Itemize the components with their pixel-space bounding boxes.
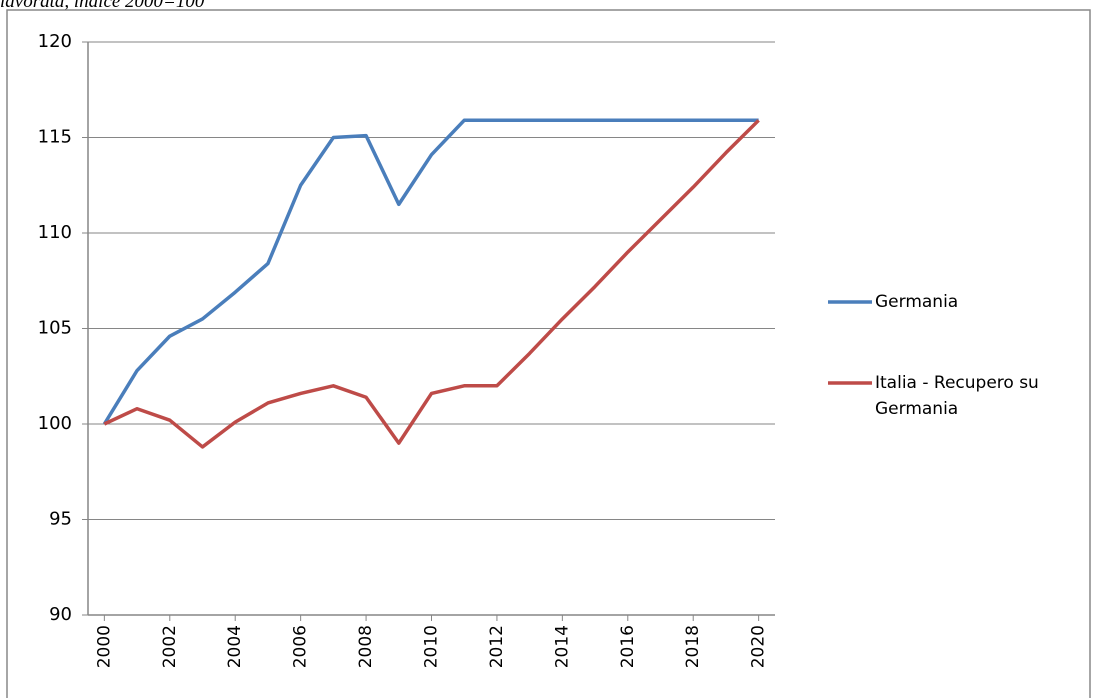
y-tick-label: 90 [49,604,72,625]
y-tick-label: 100 [38,413,72,434]
x-tick-label: 2010 [422,625,442,668]
x-tick-label: 2014 [552,625,572,668]
x-tick-label: 2020 [749,625,769,668]
x-tick-label: 2016 [618,625,638,668]
series-line [102,118,759,425]
x-tick-label: 2018 [683,625,703,668]
x-tick-label: 2004 [225,625,245,668]
y-tick-label: 120 [38,31,72,52]
series-line [103,119,760,449]
chart-title: lavorata, indice 2000=100 [0,0,205,12]
y-tick-label: 105 [38,318,72,339]
x-tick-label: 2002 [160,625,180,668]
legend-label: Germania [875,292,959,312]
legend-label: Italia - Recupero su Germania [875,373,1039,419]
x-tick-label: 2006 [291,625,311,668]
y-tick-label: 110 [38,222,72,243]
y-tick-label: 115 [38,127,72,148]
x-tick-label: 2000 [94,625,114,668]
chart-frame [6,9,1091,698]
y-tick-label: 95 [49,509,72,530]
x-tick-label: 2008 [356,625,376,668]
x-tick-label: 2012 [487,625,507,668]
